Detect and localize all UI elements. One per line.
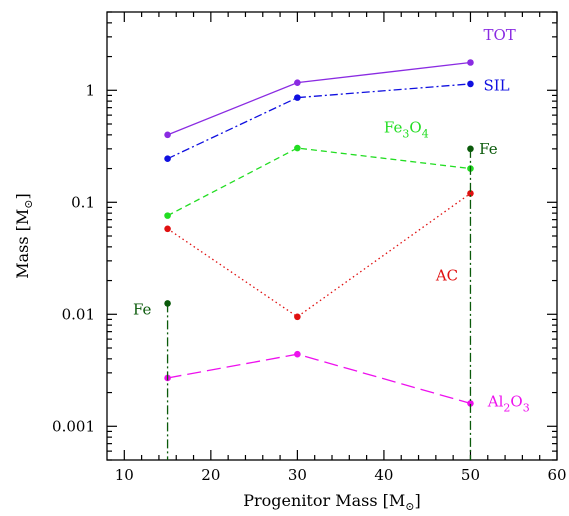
data-point (294, 350, 301, 358)
x-tick-label: 20 (201, 466, 220, 484)
data-point (467, 59, 474, 66)
annotation-fe3o4: Fe3O4 (384, 118, 429, 140)
series-fe3o4 (164, 144, 474, 219)
axis-ticks: 10 20 30 40 50 60 0.001 0.01 0.1 1 (52, 11, 567, 484)
y-tick-label: 0.1 (71, 193, 95, 211)
x-tick-label: 30 (288, 466, 307, 484)
series-line (167, 192, 471, 318)
annotation-sil: SIL (483, 76, 509, 94)
x-tick-label: 10 (115, 466, 134, 484)
data-point (467, 190, 474, 197)
data-point (164, 212, 171, 219)
series-fe (164, 145, 474, 460)
annotation-al2o3: Al2O3 (487, 393, 530, 415)
data-point (467, 400, 474, 407)
series-line (167, 353, 471, 405)
data-point (164, 225, 171, 233)
data-point (294, 144, 301, 152)
annotation-part: 4 (422, 127, 429, 140)
annotation-part: 2 (503, 402, 510, 415)
data-point (467, 80, 474, 88)
x-tick-label: 60 (547, 466, 566, 484)
data-point (467, 145, 474, 153)
series-ac (164, 190, 474, 321)
y-tick-label: 1 (85, 81, 95, 99)
annotation-fe_left: Fe (133, 300, 152, 318)
x-axis-sun-symbol: ⊙ (405, 500, 414, 513)
data-point (164, 131, 171, 139)
series-line (167, 61, 471, 136)
series-line (167, 83, 471, 160)
y-axis-label: Mass [M⊙] (13, 193, 35, 279)
annotation-ac: AC (435, 267, 458, 285)
x-axis-label-text: Progenitor Mass [M (243, 491, 405, 510)
x-axis-label-suffix: ] (415, 491, 421, 510)
series-tot (164, 59, 474, 139)
series-al2o3 (164, 350, 474, 407)
x-axis-label: Progenitor Mass [M⊙] (243, 491, 421, 513)
series-sil (164, 80, 474, 162)
y-tick-label: 0.001 (52, 417, 95, 435)
annotation-part: Fe (384, 118, 403, 136)
y-tick-label: 0.01 (62, 305, 95, 323)
series-layer (164, 59, 474, 460)
series-line (167, 147, 471, 217)
x-tick-label: 40 (374, 466, 393, 484)
annotation-part: O (510, 393, 522, 411)
annotation-part: O (409, 118, 421, 136)
annotation-part: Al (487, 393, 504, 411)
data-point (294, 79, 301, 86)
annotation-part: 3 (523, 402, 530, 415)
data-point (164, 155, 171, 162)
annotation-fe_right: Fe (479, 140, 498, 158)
x-tick-label: 50 (461, 466, 480, 484)
y-axis-label-suffix: ] (13, 193, 32, 199)
data-point (294, 94, 301, 101)
annotation-tot: TOT (483, 26, 515, 44)
data-point (294, 313, 301, 321)
y-axis-label-text: Mass [M (13, 209, 32, 279)
annotation-part: 3 (402, 127, 409, 140)
data-point (164, 300, 171, 307)
y-axis-sun-symbol: ⊙ (22, 199, 35, 208)
